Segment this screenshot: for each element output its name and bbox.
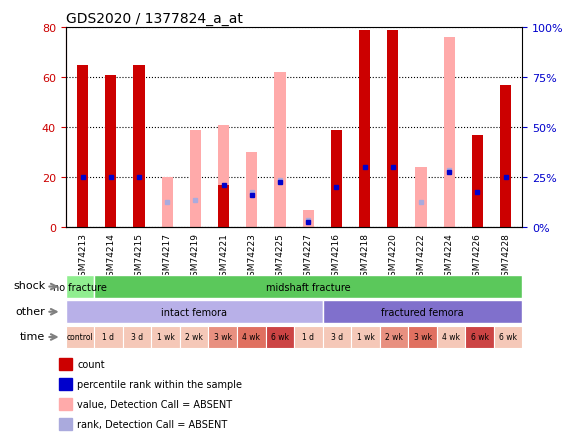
Text: 1 wk: 1 wk	[156, 333, 175, 342]
Bar	[415, 168, 427, 228]
Bar	[472, 135, 483, 228]
Bar	[218, 185, 229, 228]
Text: no fracture: no fracture	[53, 282, 107, 292]
FancyBboxPatch shape	[151, 326, 180, 349]
Text: 2 wk: 2 wk	[385, 333, 403, 342]
Text: intact femora: intact femora	[161, 307, 227, 317]
FancyBboxPatch shape	[94, 326, 123, 349]
Text: 2 wk: 2 wk	[185, 333, 203, 342]
FancyBboxPatch shape	[465, 326, 494, 349]
FancyBboxPatch shape	[66, 326, 94, 349]
Text: fractured femora: fractured femora	[381, 307, 464, 317]
Text: 4 wk: 4 wk	[242, 333, 260, 342]
FancyBboxPatch shape	[494, 326, 522, 349]
Bar	[387, 31, 399, 228]
FancyBboxPatch shape	[94, 276, 522, 298]
Text: 6 wk: 6 wk	[271, 333, 289, 342]
Text: 1 wk: 1 wk	[356, 333, 375, 342]
Text: 1 d: 1 d	[302, 333, 315, 342]
FancyBboxPatch shape	[323, 326, 351, 349]
Text: count: count	[77, 359, 105, 369]
Text: 4 wk: 4 wk	[442, 333, 460, 342]
Bar	[59, 418, 72, 431]
Text: rank, Detection Call = ABSENT: rank, Detection Call = ABSENT	[77, 419, 228, 429]
Text: 3 wk: 3 wk	[214, 333, 232, 342]
Text: midshaft fracture: midshaft fracture	[266, 282, 351, 292]
Bar	[331, 131, 342, 228]
Bar	[246, 153, 258, 228]
FancyBboxPatch shape	[208, 326, 237, 349]
FancyBboxPatch shape	[266, 326, 294, 349]
FancyBboxPatch shape	[323, 301, 522, 323]
Text: 1 d: 1 d	[102, 333, 115, 342]
FancyBboxPatch shape	[380, 326, 408, 349]
Bar	[59, 358, 72, 371]
FancyBboxPatch shape	[294, 326, 323, 349]
Bar	[162, 178, 173, 228]
Bar	[59, 398, 72, 411]
FancyBboxPatch shape	[237, 326, 266, 349]
Text: GDS2020 / 1377824_a_at: GDS2020 / 1377824_a_at	[66, 12, 243, 26]
Text: time: time	[20, 331, 45, 341]
Text: 6 wk: 6 wk	[499, 333, 517, 342]
FancyBboxPatch shape	[66, 276, 94, 298]
Text: 6 wk: 6 wk	[471, 333, 489, 342]
Text: 3 wk: 3 wk	[413, 333, 432, 342]
Bar	[274, 73, 286, 228]
FancyBboxPatch shape	[437, 326, 465, 349]
FancyBboxPatch shape	[351, 326, 380, 349]
Text: control: control	[67, 333, 93, 342]
Bar	[218, 125, 229, 228]
Text: value, Detection Call = ABSENT: value, Detection Call = ABSENT	[77, 399, 232, 409]
Bar	[59, 378, 72, 391]
FancyBboxPatch shape	[123, 326, 151, 349]
Text: percentile rank within the sample: percentile rank within the sample	[77, 379, 242, 389]
Bar	[105, 76, 116, 228]
Bar	[359, 31, 370, 228]
Text: shock: shock	[13, 281, 45, 291]
Text: other: other	[15, 306, 45, 316]
Bar	[500, 85, 511, 228]
Bar	[303, 210, 314, 228]
Text: 3 d: 3 d	[331, 333, 343, 342]
Text: 3 d: 3 d	[131, 333, 143, 342]
Bar	[134, 66, 144, 228]
FancyBboxPatch shape	[66, 301, 323, 323]
Bar	[444, 38, 455, 228]
Bar	[77, 66, 89, 228]
Bar	[190, 131, 201, 228]
FancyBboxPatch shape	[408, 326, 437, 349]
FancyBboxPatch shape	[180, 326, 208, 349]
